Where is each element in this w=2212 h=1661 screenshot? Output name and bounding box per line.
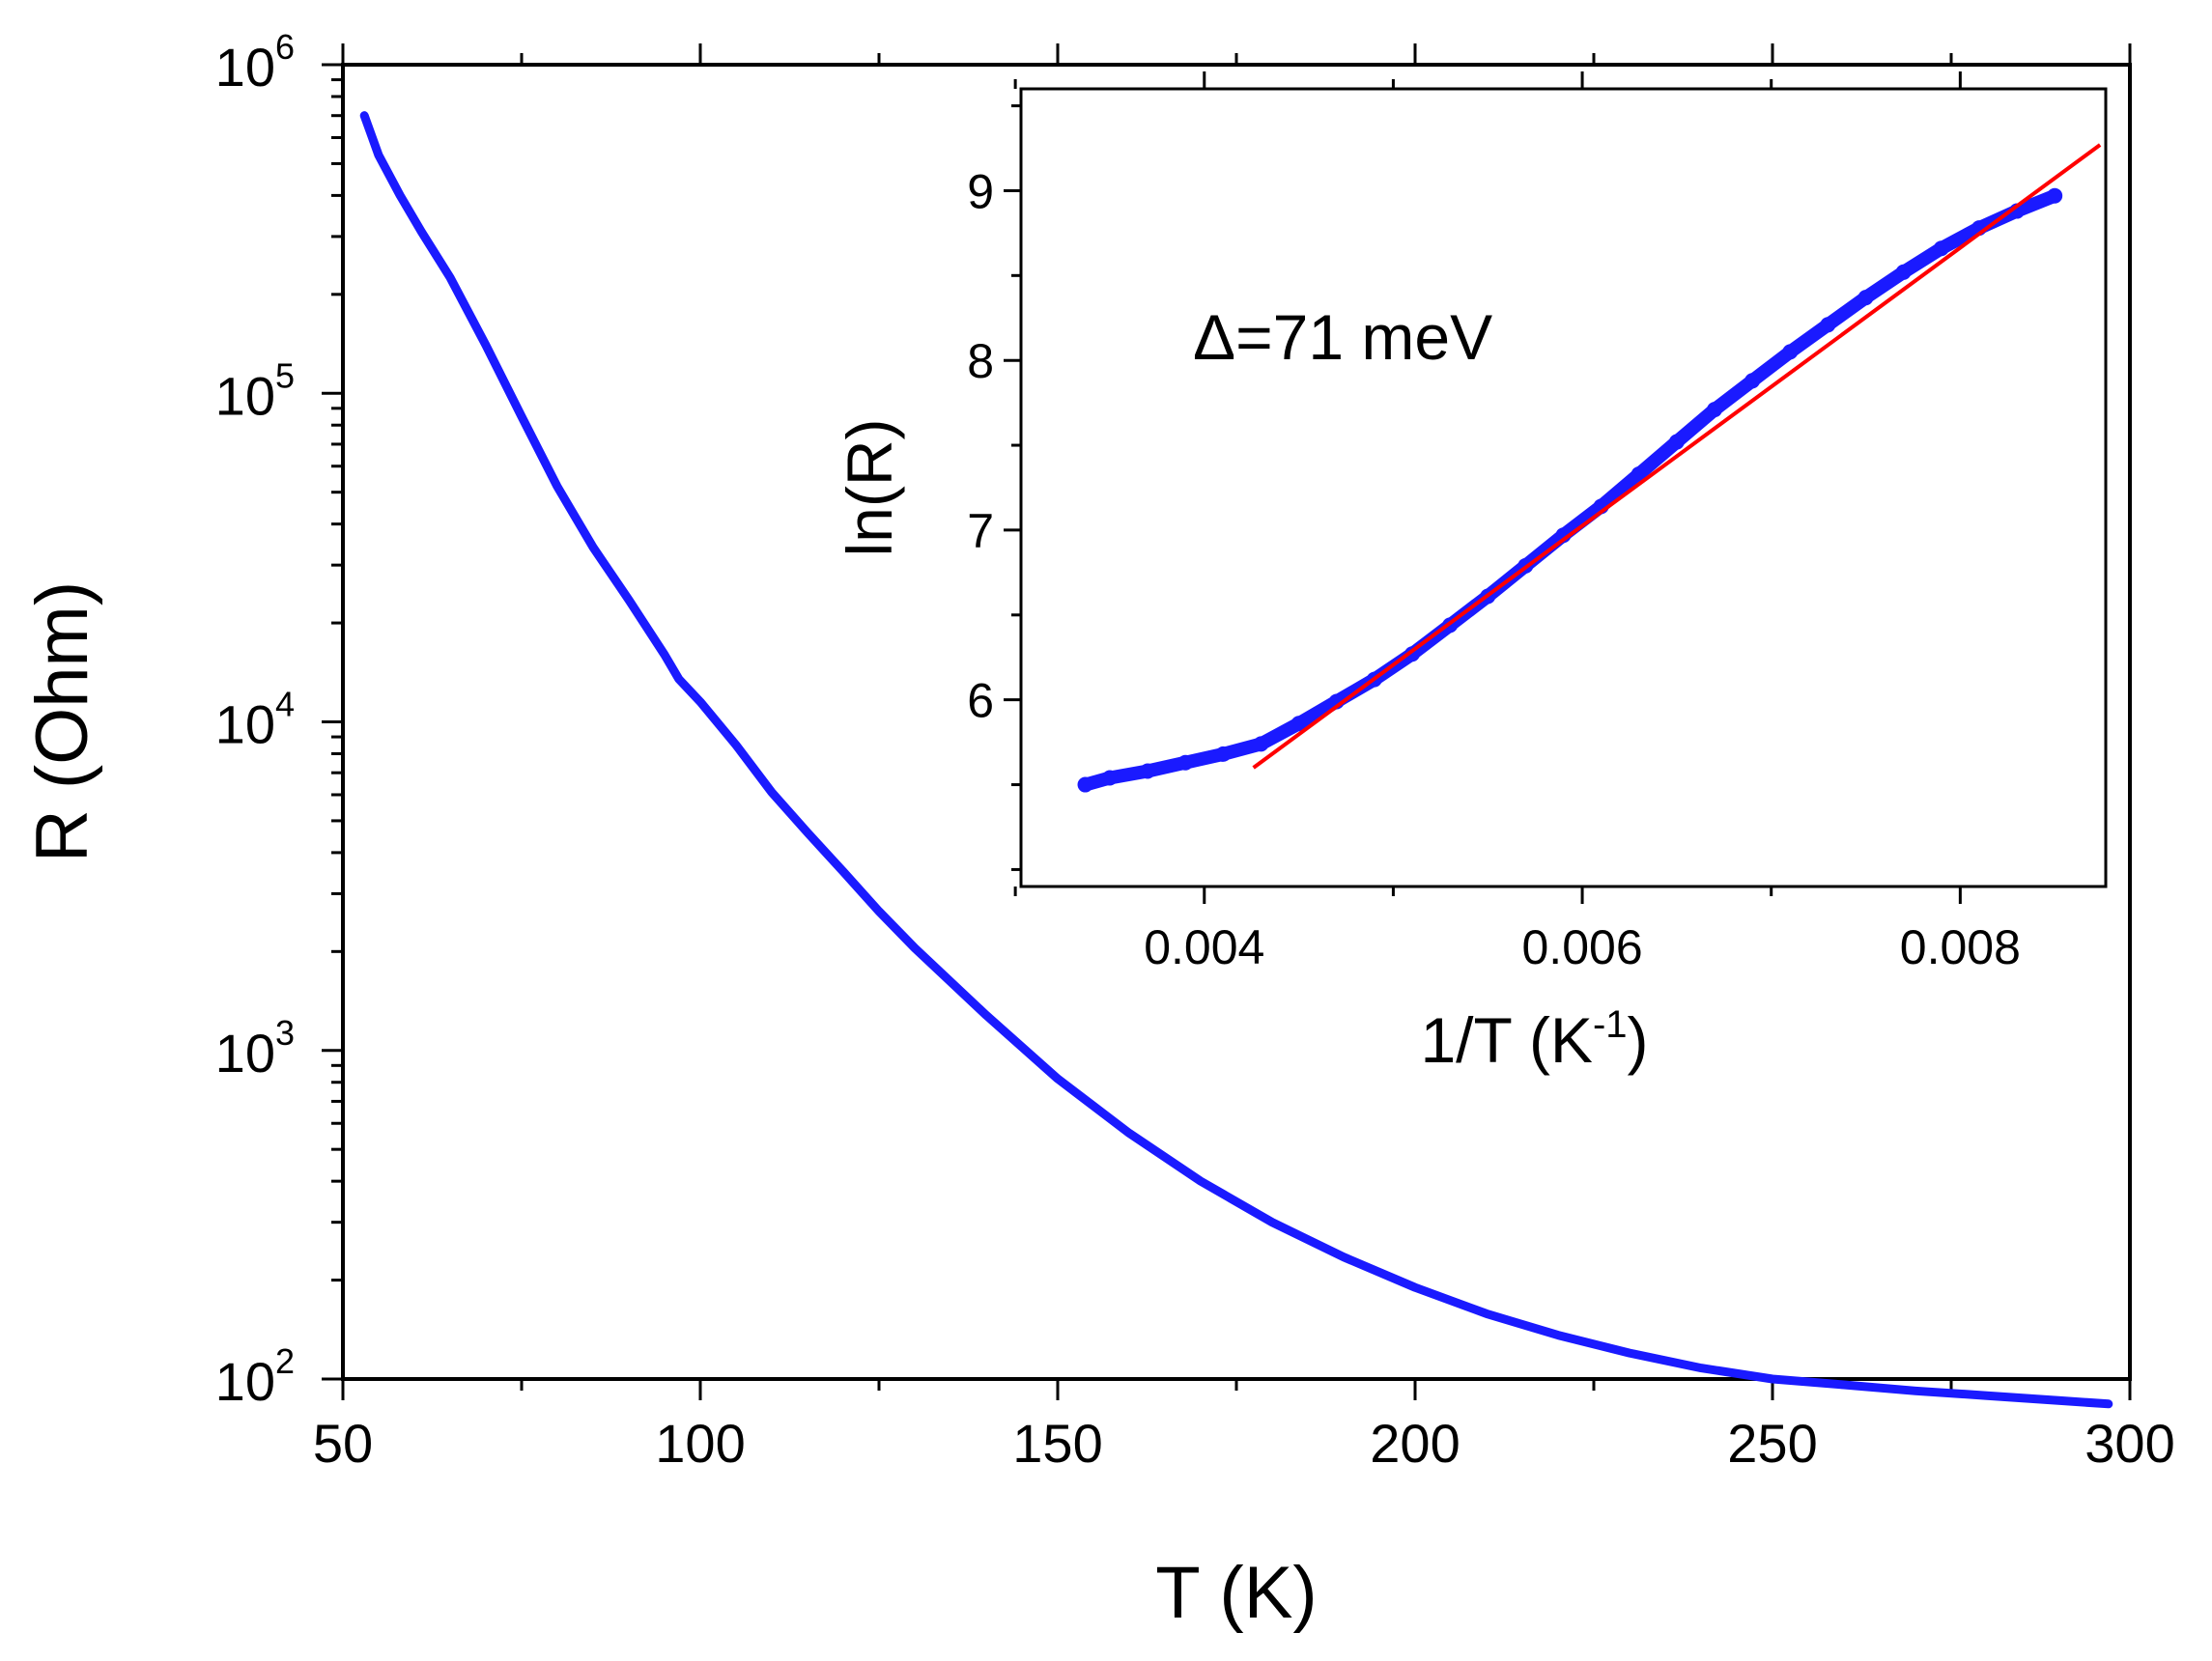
resistance-data-point: [1412, 1284, 1418, 1291]
inset-x-axis-label: 1/T (K-1): [1420, 1003, 1648, 1076]
resistance-data-point: [1770, 1376, 1775, 1382]
ln-r-data-point: [1895, 264, 1912, 280]
resistance-data-point: [447, 274, 453, 281]
y-tick-label: 106: [215, 27, 295, 98]
resistance-data-point: [675, 676, 682, 683]
ln-r-data-point: [1140, 763, 1156, 779]
resistance-data-point: [554, 483, 560, 490]
inset-x-tick-label: 0.004: [1144, 920, 1264, 974]
inset-y-tick-label: 9: [967, 164, 994, 218]
ln-r-data-point: [1215, 746, 1232, 762]
ln-r-data-point: [1933, 240, 1949, 257]
y-axis-label: R (Ohm): [21, 581, 103, 862]
linear-fit-line: [1252, 143, 2102, 770]
resistance-data-point: [805, 830, 810, 836]
resistance-data-point: [519, 413, 525, 420]
resistance-data-point: [626, 597, 632, 604]
ln-r-data-point: [1631, 465, 1647, 482]
resistance-data-point: [1198, 1178, 1204, 1185]
resistance-data-point: [376, 152, 382, 158]
ln-r-data-point: [1820, 317, 1836, 333]
resistance-data-point: [1698, 1365, 1704, 1371]
resistance-data-point: [840, 868, 846, 875]
ln-r-data-point: [1077, 776, 1093, 793]
resistance-data-point: [1055, 1076, 1061, 1083]
inset-y-tick-label: 8: [967, 334, 994, 388]
gap-energy-annotation: Δ=71 meV: [1193, 301, 1492, 373]
resistance-data-point: [397, 192, 404, 199]
x-tick-label: 50: [313, 1413, 373, 1474]
ln-r-data-point: [2047, 187, 2063, 204]
resistance-data-point: [361, 112, 368, 119]
resistance-data-point: [983, 1012, 989, 1019]
resistance-curve: [359, 111, 2113, 1409]
resistance-data-point: [1913, 1388, 1918, 1394]
inset-y-axis-label: ln(R): [834, 419, 905, 557]
ln-r-data-point: [1253, 736, 1269, 752]
resistance-data-point: [733, 742, 739, 748]
y-tick-label: 105: [215, 355, 295, 426]
ln-r-data-point: [1744, 373, 1761, 389]
ln-r-data-point: [1290, 716, 1307, 732]
ln-r-data-point: [1101, 770, 1118, 786]
ln-r-data-point: [1177, 754, 1194, 771]
y-tick-label: 102: [215, 1341, 295, 1412]
inset-y-tick-label: 6: [967, 674, 994, 728]
inset-y-tick-label: 7: [967, 504, 994, 558]
resistance-data-point: [912, 944, 918, 951]
resistance-data-point: [1126, 1130, 1132, 1137]
inset-x-tick-label: 0.008: [1900, 920, 2021, 974]
x-tick-label: 150: [1012, 1413, 1102, 1474]
resistance-data-point: [1984, 1393, 1990, 1399]
resistance-data-point: [769, 789, 775, 796]
resistance-data-point: [1627, 1350, 1632, 1357]
resistance-data-point: [483, 342, 489, 349]
ln-r-data-point: [1858, 290, 1874, 306]
x-tick-label: 250: [1727, 1413, 1817, 1474]
x-tick-label: 300: [2084, 1413, 2174, 1474]
resistance-data-point: [1484, 1310, 1489, 1317]
x-tick-label: 200: [1370, 1413, 1460, 1474]
resistance-data-point: [590, 544, 596, 550]
resistance-data-point: [1841, 1382, 1847, 1389]
resistance-data-point: [418, 229, 425, 236]
resistance-data-point: [1555, 1332, 1561, 1338]
ln-r-data-point: [1782, 344, 1799, 360]
resistance-data-point: [1269, 1219, 1275, 1225]
inset-x-tick-label: 0.006: [1522, 920, 1643, 974]
resistance-data-point: [2056, 1397, 2061, 1404]
x-axis-label: T (K): [1155, 1552, 1317, 1634]
ln-r-data-point: [1707, 402, 1723, 418]
y-tick-label: 104: [215, 685, 295, 755]
resistance-data-point: [1341, 1253, 1347, 1260]
resistance-data-point: [662, 652, 667, 659]
x-tick-label: 100: [655, 1413, 745, 1474]
resistance-data-point: [876, 908, 882, 915]
resistance-data-point: [697, 698, 703, 705]
resistance-data-point: [2105, 1400, 2112, 1407]
y-tick-label: 103: [215, 1013, 295, 1084]
ln-r-data-point: [1668, 434, 1685, 450]
